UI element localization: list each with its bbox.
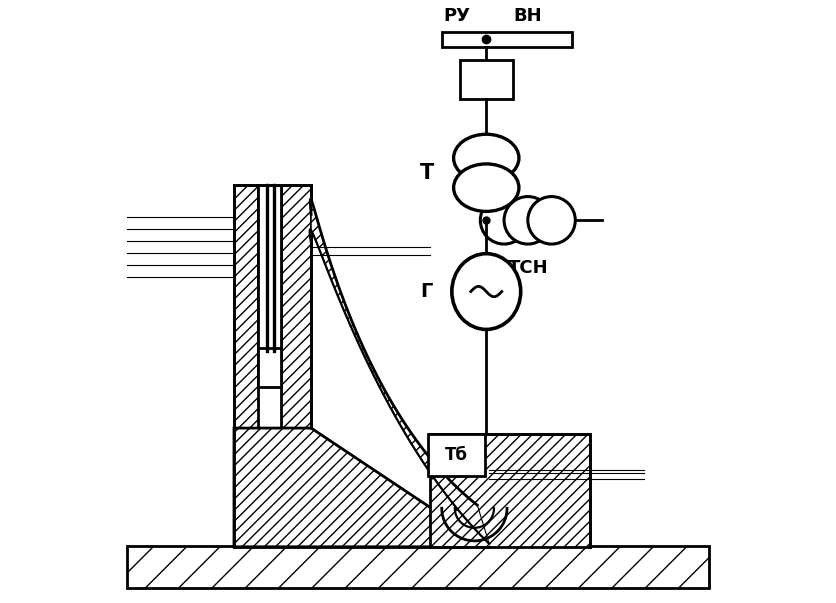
Ellipse shape (451, 254, 521, 329)
Ellipse shape (528, 197, 575, 244)
Ellipse shape (454, 134, 519, 182)
Bar (257, 348, 282, 387)
Polygon shape (430, 434, 590, 547)
Text: ТСН: ТСН (507, 259, 548, 277)
Text: Т: Т (420, 163, 434, 183)
Text: Г: Г (421, 282, 433, 301)
Bar (428, 434, 485, 476)
Ellipse shape (504, 197, 552, 244)
Polygon shape (234, 428, 489, 547)
Bar (257, 185, 282, 351)
Bar (460, 60, 513, 99)
Text: ВН: ВН (513, 7, 542, 25)
Polygon shape (282, 185, 311, 428)
Ellipse shape (481, 197, 528, 244)
Ellipse shape (454, 164, 519, 212)
Text: РУ: РУ (443, 7, 470, 25)
Polygon shape (234, 185, 257, 428)
Polygon shape (309, 199, 489, 544)
Bar (441, 32, 573, 46)
Text: Тб: Тб (445, 446, 468, 464)
Bar (127, 546, 709, 589)
